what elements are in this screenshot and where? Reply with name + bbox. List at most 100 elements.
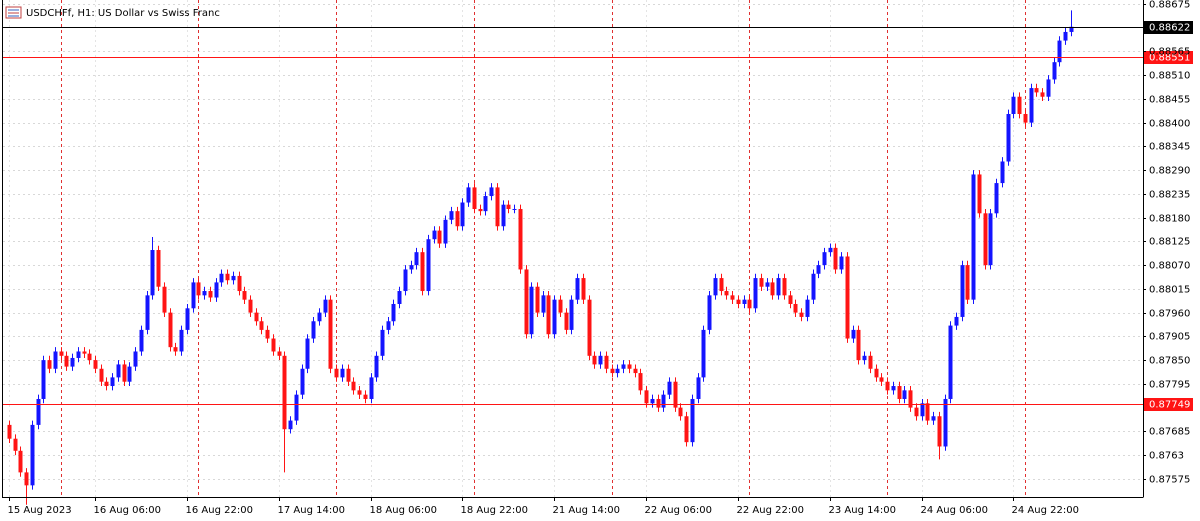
candle-body — [397, 291, 402, 304]
candle-body — [518, 208, 523, 270]
candle-body — [828, 247, 833, 253]
candle-body — [1034, 88, 1039, 93]
candle-body — [529, 286, 534, 335]
candle-body — [93, 360, 98, 369]
candle-body — [856, 329, 861, 361]
candle-body — [18, 450, 23, 473]
candle-body — [954, 316, 959, 326]
y-tick-label: 0.8763 — [1149, 451, 1184, 462]
candle-body — [1069, 26, 1074, 32]
candle-body — [524, 269, 529, 335]
candle-body — [414, 252, 419, 266]
chart-title: USDCHFf, H1: US Dollar vs Swiss Franc — [26, 8, 220, 19]
candle-body — [122, 364, 127, 382]
candle-body — [747, 299, 752, 309]
candle-body — [340, 368, 345, 378]
candle-body — [150, 250, 155, 296]
candle-body — [47, 360, 52, 369]
candle-body — [971, 174, 976, 300]
candle-body — [673, 381, 678, 408]
candle-body — [799, 312, 804, 317]
candle-body — [833, 247, 838, 270]
x-tick-label: 24 Aug 22:00 — [1012, 505, 1079, 516]
candle-body — [59, 351, 64, 356]
candle-body — [501, 204, 506, 227]
candle-body — [478, 208, 483, 212]
candle-body — [334, 368, 339, 378]
y-tick-label: 0.87850 — [1149, 356, 1190, 367]
y-tick-label: 0.88565 — [1149, 47, 1190, 58]
y-tick-label: 0.88125 — [1149, 237, 1190, 248]
candle-body — [604, 355, 609, 369]
candle-body — [839, 256, 844, 270]
y-tick-label: 0.88675 — [1149, 0, 1190, 11]
candle-body — [765, 282, 770, 287]
candle-body — [53, 351, 58, 369]
candle-body — [610, 368, 615, 374]
candle-body — [621, 364, 626, 369]
candle-body — [920, 403, 925, 417]
candle-body — [259, 321, 264, 330]
candle-body — [656, 398, 661, 408]
candle-body — [369, 377, 374, 399]
candle-body — [311, 321, 316, 339]
candle-body — [541, 295, 546, 313]
candle-body — [202, 291, 207, 296]
y-tick-label: 0.88235 — [1149, 190, 1190, 201]
y-tick-label: 0.88455 — [1149, 95, 1190, 106]
candle-body — [248, 299, 253, 313]
candle-body — [294, 394, 299, 421]
y-tick-label: 0.88290 — [1149, 166, 1190, 177]
x-tick-label: 17 Aug 14:00 — [278, 505, 345, 516]
candle-body — [110, 377, 115, 387]
candle-body — [133, 351, 138, 367]
candle-body — [535, 286, 540, 313]
candle-body — [104, 381, 109, 387]
candle-body — [1057, 40, 1062, 63]
candle-body — [386, 321, 391, 330]
candle-body — [156, 250, 161, 287]
candle-body — [145, 295, 150, 330]
x-tick-label: 18 Aug 22:00 — [461, 505, 528, 516]
x-tick-label: 22 Aug 06:00 — [645, 505, 712, 516]
candle-body — [82, 351, 87, 354]
candle-body — [1023, 113, 1028, 123]
candle-body — [346, 368, 351, 382]
candle-body — [472, 187, 477, 209]
candle-body — [191, 282, 196, 309]
candle-body — [162, 286, 167, 313]
candle-body — [1000, 161, 1005, 184]
candle-body — [127, 366, 132, 382]
candle-body — [730, 295, 735, 300]
candle-body — [845, 256, 850, 339]
candle-body — [960, 265, 965, 317]
candle-body — [506, 204, 511, 209]
candle-body — [552, 299, 557, 335]
candle-body — [426, 239, 431, 292]
candle-body — [902, 390, 907, 399]
candle-body — [724, 291, 729, 296]
candle-body — [1040, 92, 1045, 97]
y-tick-label: 0.88070 — [1149, 261, 1190, 272]
candle-body — [707, 295, 712, 330]
candle-body — [851, 329, 856, 339]
candle-body — [437, 230, 442, 244]
candle-body — [179, 329, 184, 352]
candle-body — [466, 187, 471, 203]
price-label-box — [1144, 51, 1193, 64]
y-tick-label: 0.88180 — [1149, 214, 1190, 225]
candle-body — [99, 368, 104, 382]
candle-body — [822, 252, 827, 266]
candle-body — [139, 329, 144, 352]
candle-body — [874, 368, 879, 378]
candle-body — [811, 273, 816, 300]
candle-body — [196, 282, 201, 296]
candle-body — [254, 312, 259, 322]
candle-body — [575, 278, 580, 300]
candle-body — [684, 416, 689, 443]
candle-body — [678, 407, 683, 417]
x-tick-label: 23 Aug 14:00 — [829, 505, 896, 516]
price-label-box — [1144, 398, 1193, 411]
candle-body — [380, 329, 385, 356]
